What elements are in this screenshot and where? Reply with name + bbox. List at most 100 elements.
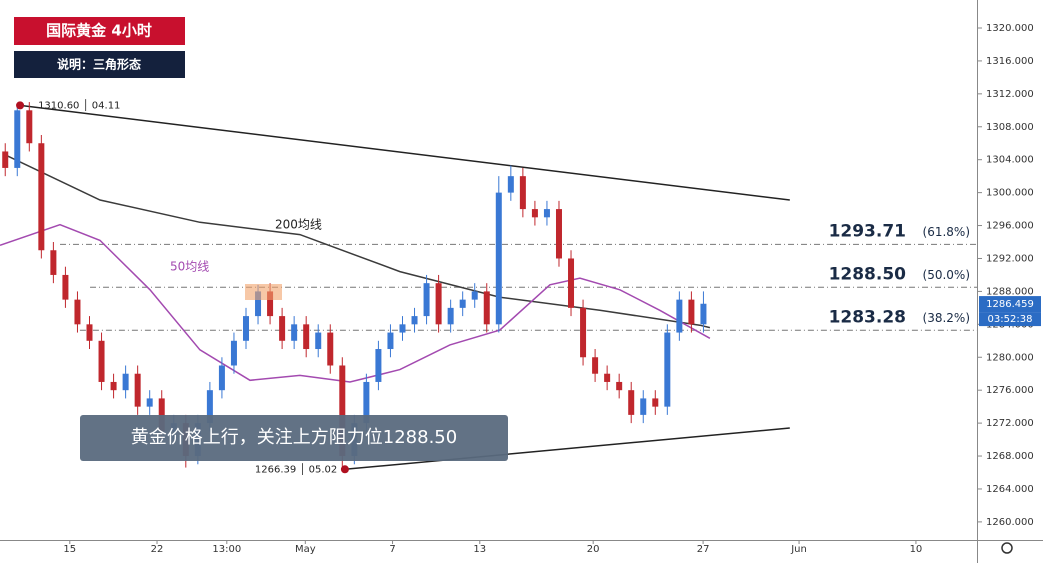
candle-body (628, 390, 635, 415)
y-tick-label: 1320.000 (986, 23, 1034, 34)
candle-body (62, 274, 69, 300)
fib-label: 1288.50 (829, 264, 907, 284)
settings-icon[interactable] (1001, 542, 1013, 554)
y-tick-label: 1292.000 (986, 253, 1034, 264)
x-tick-label: May (295, 544, 316, 555)
candle-body (218, 365, 225, 391)
candle-body (158, 398, 165, 432)
y-tick-label: 1316.000 (986, 56, 1034, 67)
chart-title: 国际黄金 4小时 (46, 22, 152, 40)
x-tick-label: 10 (910, 544, 923, 555)
candle-body (303, 324, 310, 350)
candle-body (267, 291, 274, 317)
x-tick-label: 13:00 (212, 544, 241, 555)
price-tag-label: 1286.459 (986, 299, 1034, 310)
fib-label: 1283.28 (829, 307, 906, 327)
candle-body (279, 316, 286, 341)
candle-body (483, 291, 490, 325)
plot-area (0, 102, 977, 471)
trendline (20, 104, 790, 201)
fib-ratio: (38.2%) (923, 311, 970, 325)
candle-body (495, 192, 502, 325)
candle-body (387, 332, 394, 350)
candle-body (110, 381, 117, 391)
candle-body (700, 303, 707, 325)
candle-body (363, 381, 370, 424)
candle-body (50, 250, 57, 275)
extreme-label: 1266.39 │ 05.02 (255, 462, 337, 475)
y-tick-label: 1272.000 (986, 418, 1034, 429)
subtitle-box (14, 51, 185, 78)
x-tick-label: 13 (473, 544, 486, 555)
candle-body (555, 209, 562, 259)
price-tag (979, 296, 1041, 313)
candle-body (375, 349, 382, 382)
highlight-box (245, 284, 282, 300)
candle-body (2, 151, 9, 168)
candle-body (14, 110, 21, 168)
y-tick-label: 1276.000 (986, 385, 1034, 396)
x-tick-label: 27 (697, 544, 710, 555)
extreme-point (340, 465, 349, 474)
candle-body (86, 324, 93, 341)
ma-label: 200均线 (275, 218, 322, 232)
countdown: 03:52:38 (988, 314, 1033, 325)
candle-body (146, 398, 153, 407)
y-tick-label: 1264.000 (986, 484, 1034, 495)
y-tick-label: 1288.000 (986, 286, 1034, 297)
candle-body (255, 291, 262, 317)
candle-body (519, 176, 526, 210)
fib-ratio: (50.0%) (923, 268, 970, 282)
candle-body (242, 316, 249, 341)
countdown-box (979, 312, 1041, 327)
annotation-box (80, 415, 508, 461)
y-tick-label: 1296.000 (986, 221, 1034, 232)
candle-body (616, 381, 623, 391)
candle-body (543, 209, 550, 218)
y-tick-label: 1268.000 (986, 451, 1034, 462)
candle-body (471, 291, 478, 300)
candle-body (640, 398, 647, 415)
fib-ratio: (61.8%) (923, 225, 970, 239)
candle-body (230, 340, 237, 366)
candle-body (98, 340, 105, 382)
extreme-point (16, 101, 25, 110)
chart-subtitle: 说明：三角形态 (57, 57, 141, 72)
candle-body (568, 258, 575, 308)
candle-body (38, 143, 45, 251)
candle-body (315, 332, 322, 350)
candle-body (531, 209, 538, 218)
candle-body (507, 176, 514, 193)
y-tick-label: 1300.000 (986, 188, 1034, 199)
candle-body (399, 324, 406, 333)
candle-body (206, 390, 213, 424)
candle-body (604, 373, 611, 382)
ma-label: 50均线 (170, 260, 209, 274)
x-tick-label: 22 (151, 544, 164, 555)
candle-body (459, 299, 466, 308)
y-tick-label: 1280.000 (986, 352, 1034, 363)
candle-body (423, 283, 430, 317)
extreme-label: 1310.60 │ 04.11 (38, 98, 120, 111)
y-tick-label: 1308.000 (986, 122, 1034, 133)
candle-body (122, 373, 129, 391)
candle-body (592, 357, 599, 374)
candle-body (327, 332, 334, 366)
y-tick-label: 1312.000 (986, 89, 1034, 100)
title-box (14, 17, 185, 45)
annotation: 黄金价格上行，关注上方阻力位1288.50 (131, 427, 457, 448)
y-tick-label: 1304.000 (986, 155, 1034, 166)
y-tick-label: 1260.000 (986, 517, 1034, 528)
candle-body (74, 299, 81, 325)
candle-body (291, 324, 298, 341)
moving-average (0, 223, 711, 383)
x-tick-label: 20 (587, 544, 600, 555)
candle-body (688, 299, 695, 325)
x-tick-label: Jun (790, 544, 807, 555)
x-tick-label: 7 (389, 544, 395, 555)
trendline (344, 427, 790, 471)
x-tick-label: 15 (63, 544, 76, 555)
